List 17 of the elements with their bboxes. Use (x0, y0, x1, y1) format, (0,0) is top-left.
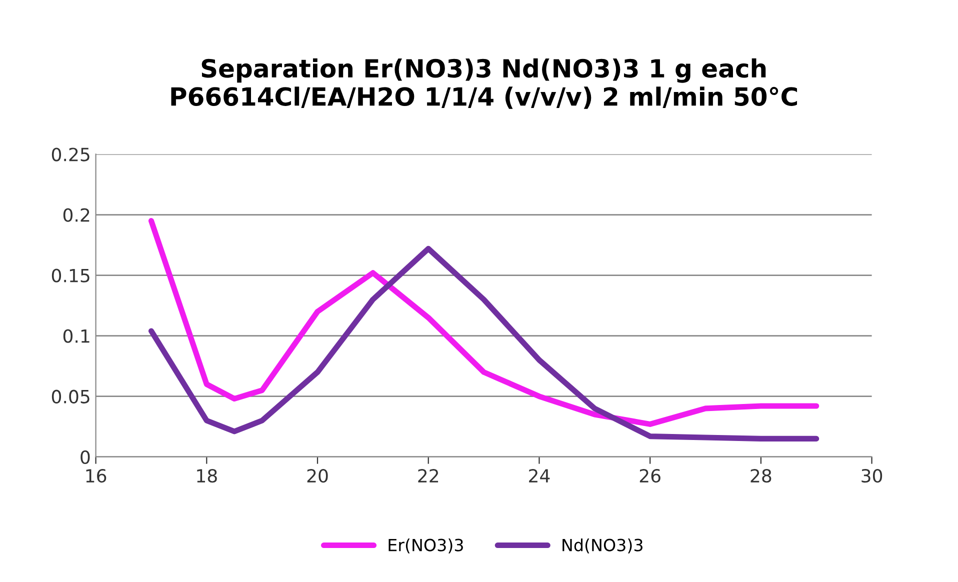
y-tick-label: 0.05 (52, 390, 90, 404)
legend-label: Nd(NO3)3 (562, 538, 642, 554)
x-tick-label: 26 (640, 468, 660, 483)
y-tick-label: 0.15 (52, 268, 90, 282)
x-tick-label: 28 (750, 468, 772, 483)
y-tick-label: 0.25 (52, 148, 90, 162)
y-tick-label: 0 (80, 450, 90, 464)
x-tick-label: 16 (86, 468, 106, 483)
chart-title: Separation Er(NO3)3 Nd(NO3)3 1 g each P66614Cl/EA/H2O 1/1/4 (v/v/v) 2 ml/min 50°C (171, 58, 798, 109)
x-tick-label: 20 (307, 468, 328, 483)
x-tick-label: 18 (197, 468, 217, 483)
legend-label: Er(NO3)3 (388, 538, 463, 554)
x-tick-label: 24 (529, 468, 550, 482)
y-tick-label: 0.1 (63, 329, 90, 343)
x-tick-label: 30 (862, 468, 882, 483)
y-tick-label: 0.2 (63, 208, 90, 222)
x-tick-label: 22 (418, 468, 438, 482)
